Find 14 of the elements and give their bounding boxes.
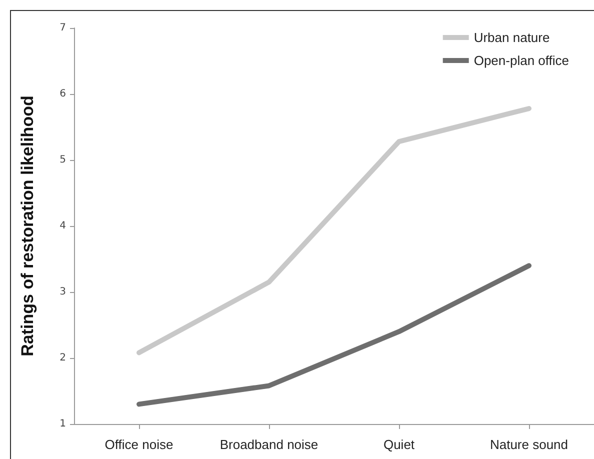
x-tick-label: Nature sound	[490, 437, 568, 452]
legend-label: Open-plan office	[474, 53, 570, 68]
x-tick-label: Broadband noise	[220, 437, 318, 452]
y-tick-label: 4	[60, 220, 66, 232]
y-tick-label: 2	[60, 352, 66, 364]
y-tick-label: 1	[60, 418, 66, 430]
y-axis-title: Ratings of restoration likelihood	[18, 96, 37, 356]
legend-label: Urban nature	[474, 30, 550, 45]
y-tick-label: 6	[60, 88, 66, 100]
y-tick-label: 5	[60, 154, 66, 166]
x-tick-label: Office noise	[104, 437, 174, 452]
y-tick-label: 3	[60, 286, 66, 298]
y-tick-label: 7	[60, 22, 66, 34]
x-tick-label: Quiet	[383, 437, 415, 452]
